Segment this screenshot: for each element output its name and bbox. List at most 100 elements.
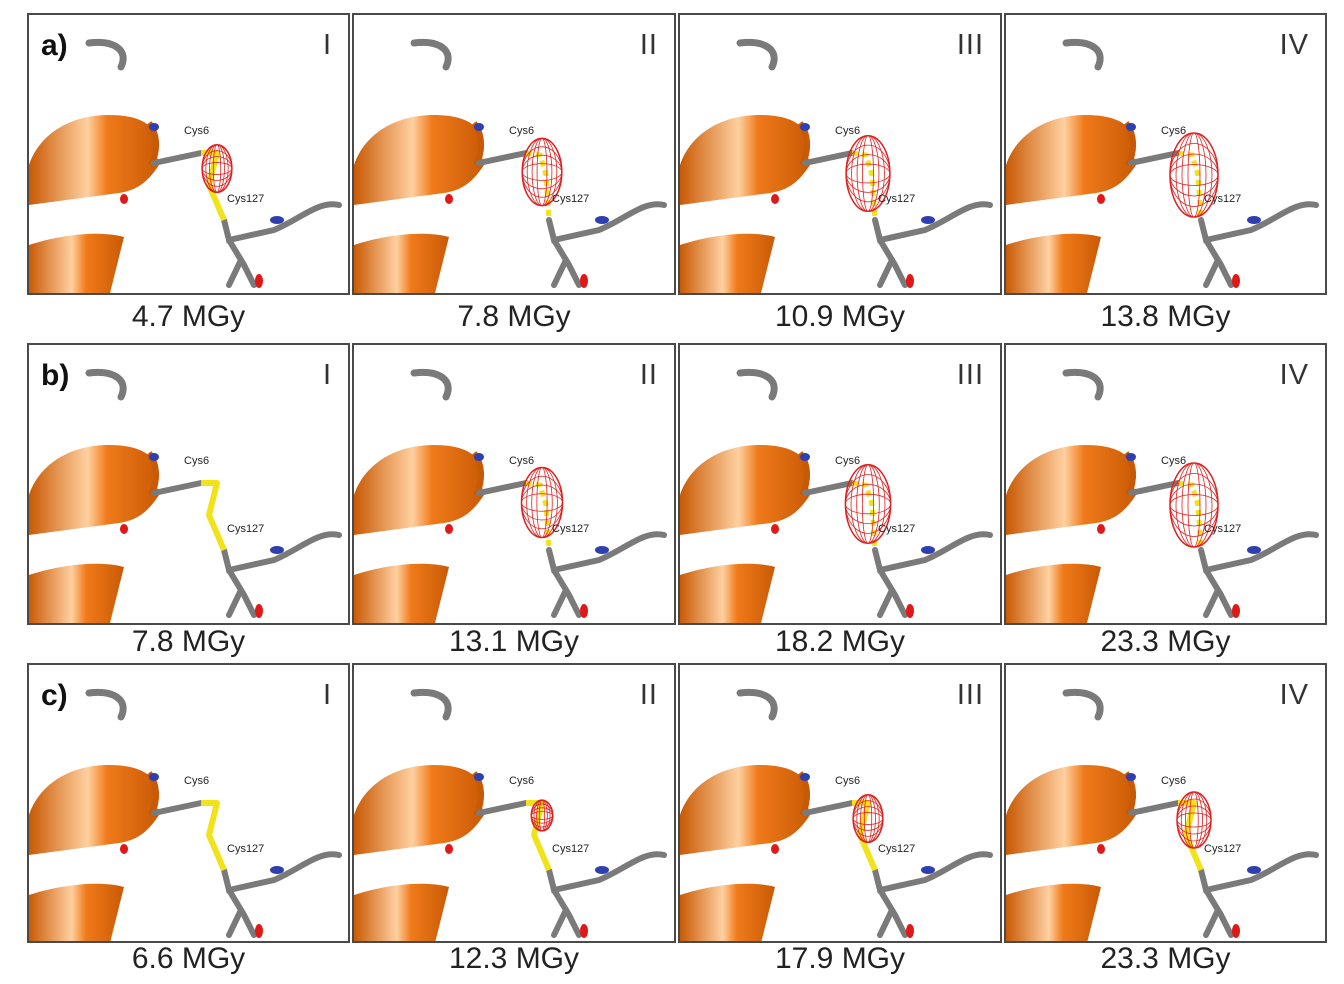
side-chain-stick [551,237,582,288]
dose-label: 12.3 MGy [448,942,580,975]
panel-numeral: IV [1279,29,1309,61]
oxygen-atom [255,924,263,938]
disulfide-bond [201,800,227,872]
side-chain-stick [226,237,257,288]
panel-c-IV: Cys6 Cys127 IV [1004,663,1327,943]
helix-lower [29,563,124,623]
disulfide-bond-broken [851,480,878,551]
panel-numeral: I [322,359,332,391]
helix-upper [29,765,159,855]
oxygen-atom [445,844,453,854]
oxygen-atom [120,524,128,534]
density-mesh [852,793,884,844]
disulfide-bond [526,800,552,872]
loop-stick [1062,38,1104,71]
residue-label-cys127: Cys127 [1204,193,1242,205]
oxygen-atom [580,604,588,618]
disulfide-bond-broken [525,150,552,221]
nitrogen-atom [270,546,284,554]
nitrogen-atom [921,216,935,224]
oxygen-atom [1097,524,1105,534]
disulfide-bond-broken [851,150,878,221]
side-chain-stick [551,887,582,938]
cys127-backbone [221,851,342,894]
nitrogen-atom [800,773,810,781]
nitrogen-atom [474,123,484,131]
nitrogen-atom [1126,123,1136,131]
nitrogen-atom [270,866,284,874]
helix-lower [1006,883,1101,941]
side-chain-stick [226,887,257,938]
oxygen-atom [771,844,779,854]
oxygen-atom [1097,194,1105,204]
row-label: c) [41,679,68,712]
oxygen-atom [906,924,914,938]
residue-label-cys6: Cys6 [835,125,861,137]
backbone-stick [151,800,204,816]
dose-label: 13.8 MGy [1100,300,1231,333]
backbone-stick [802,150,855,166]
loop-stick [1062,688,1104,721]
cys127-backbone [546,531,667,574]
structure-render [1006,688,1319,941]
side-chain-stick [551,567,582,618]
helix-lower [680,883,775,941]
density-mesh [201,143,233,194]
structure-render [354,688,667,941]
backbone-stick [151,480,204,496]
nitrogen-atom [149,453,159,461]
loop-stick [410,368,452,401]
nitrogen-atom [595,546,609,554]
backbone-stick [1128,800,1181,816]
dose-label: 7.8 MGy [457,300,571,333]
helix-lower [680,233,775,293]
helix-lower [354,233,449,293]
structure-render [680,368,993,623]
oxygen-atom [771,194,779,204]
disulfide-bond-broken [1177,150,1204,221]
oxygen-atom [771,524,779,534]
residue-label-cys6: Cys6 [184,455,210,467]
density-mesh [1176,791,1212,849]
disulfide-bond-broken [525,480,552,551]
cys127-backbone [546,201,667,244]
cys127-backbone [1198,531,1319,574]
panel-numeral: IV [1279,679,1309,711]
oxygen-atom [120,194,128,204]
residue-label-cys127: Cys127 [227,523,265,535]
panel-numeral: II [639,29,658,61]
backbone-stick [1128,480,1181,496]
panel-a-III: Cys6 Cys127 III [678,13,1002,295]
residue-label-cys127: Cys127 [552,523,590,535]
nitrogen-atom [921,546,935,554]
panel-numeral: I [322,679,332,711]
oxygen-atom [1232,604,1240,618]
helix-upper [354,445,484,535]
panel-numeral: III [956,29,984,61]
nitrogen-atom [1247,216,1261,224]
nitrogen-atom [1126,773,1136,781]
oxygen-atom [255,274,263,288]
row-label: b) [41,359,70,392]
oxygen-atom [445,194,453,204]
density-mesh [1169,462,1219,548]
loop-stick [85,38,127,71]
helix-lower [680,563,775,623]
residue-label-cys127: Cys127 [878,523,916,535]
cys127-backbone [872,201,993,244]
density-mesh [530,799,554,832]
backbone-stick [476,150,529,166]
helix-upper [680,765,810,855]
helix-lower [354,563,449,623]
helix-lower [354,883,449,941]
residue-label-cys127: Cys127 [1204,523,1242,535]
structure-render [29,368,342,623]
residue-label-cys6: Cys6 [184,125,210,137]
nitrogen-atom [149,123,159,131]
nitrogen-atom [595,216,609,224]
panel-a-II: Cys6 Cys127 II [352,13,676,295]
residue-label-cys127: Cys127 [1204,843,1242,855]
structure-render [680,38,993,293]
density-mesh [845,134,891,213]
